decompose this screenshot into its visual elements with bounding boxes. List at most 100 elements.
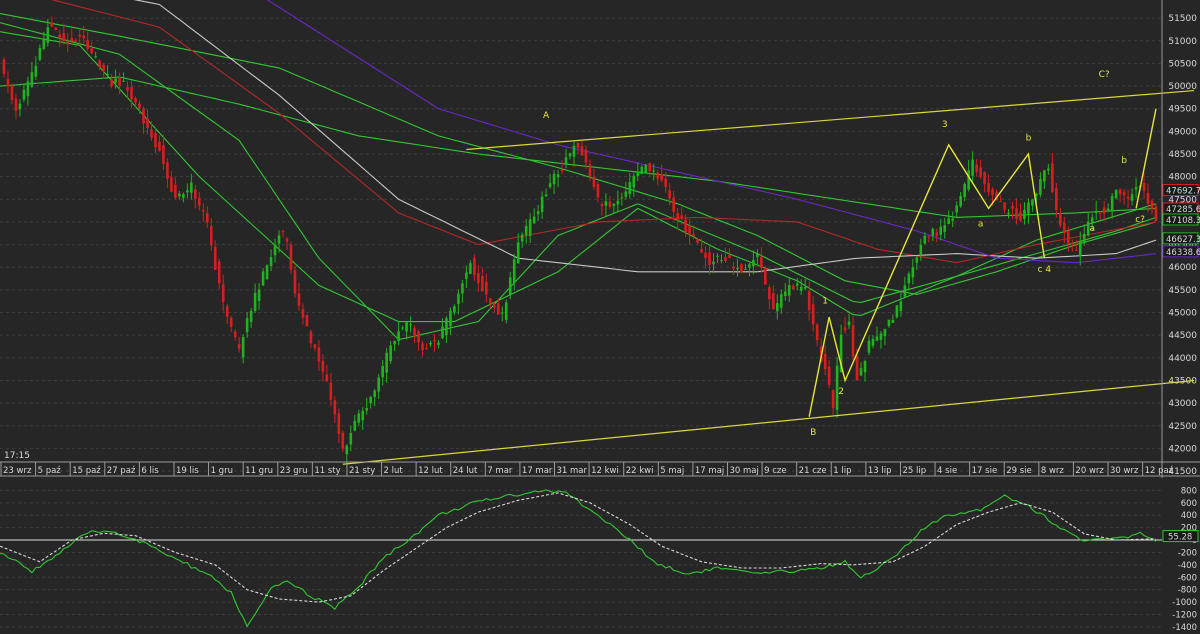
candle-down [162, 145, 165, 164]
x-axis-tick-label: 13 lip [868, 466, 892, 476]
candle-up [528, 219, 532, 236]
candle-down [688, 225, 691, 235]
candle-down [700, 248, 703, 253]
candle-down [596, 183, 600, 198]
candle-down [174, 184, 177, 198]
candle-up [1090, 217, 1094, 223]
candle-up [871, 338, 875, 346]
oscillator-panel[interactable]: 8006004002000-200-400-600-800-1000-1200-… [0, 478, 1200, 633]
candle-down [676, 213, 679, 220]
candle-down [62, 33, 66, 41]
candle-up [377, 377, 380, 392]
candle-down [86, 40, 89, 49]
candle-down [927, 236, 931, 238]
x-axis-tick-label: 27 paź [107, 466, 136, 476]
price-y-tick-label: 50000 [1168, 82, 1197, 92]
candle-down [126, 87, 129, 91]
osc-y-tick-label: -1000 [1172, 598, 1197, 608]
price-y-tick-label: 48500 [1168, 150, 1197, 160]
candle-up [385, 352, 388, 373]
candle-up [552, 173, 556, 185]
price-panel[interactable]: 51500 51000 50500 50000 49500 49000 48500 48000… [0, 0, 1200, 477]
osc-y-tick-label: -600 [1178, 573, 1197, 583]
price-label: 47108.34 [1166, 216, 1200, 226]
candle-down [205, 213, 209, 223]
candle-down [728, 254, 731, 258]
candle-up [640, 166, 644, 174]
candle-up [277, 235, 281, 244]
candle-up [720, 260, 723, 262]
candle-down [668, 190, 671, 199]
candle-down [807, 291, 811, 311]
candle-down [201, 209, 205, 212]
trendline-1 [342, 379, 1195, 465]
candle-up [453, 306, 456, 313]
candle-up [839, 334, 843, 373]
price-y-tick-label: 42500 [1168, 422, 1197, 432]
candle-up [273, 244, 277, 256]
candle-up [437, 342, 440, 345]
candle-down [98, 60, 101, 67]
candle-up [536, 211, 540, 215]
candle-down [1067, 231, 1070, 244]
x-axis-tick-label: 30 wrz [1110, 466, 1139, 476]
candle-down [843, 327, 847, 331]
candle-up [504, 302, 508, 320]
candle-up [1007, 212, 1010, 214]
candle-up [628, 182, 632, 194]
candle-down [740, 264, 743, 273]
candle-up [544, 194, 548, 197]
x-axis-tick-label: 25 lip [902, 466, 926, 476]
candle-up [895, 305, 899, 318]
candle-down [815, 324, 819, 341]
candle-up [457, 293, 460, 304]
candle-down [198, 197, 201, 206]
candle-down [1051, 163, 1054, 193]
candle-up [943, 225, 947, 232]
candle-down [692, 234, 695, 237]
candle-down [1059, 213, 1062, 226]
x-axis-tick-label: 29 sie [1006, 466, 1032, 476]
x-axis-tick-label: 11 gru [245, 466, 273, 476]
candle-down [823, 353, 827, 370]
candle-up [18, 103, 22, 110]
candle-down [305, 315, 309, 327]
candle-up [1039, 179, 1042, 195]
price-y-tick-label: 42000 [1168, 444, 1197, 454]
candle-down [150, 129, 153, 138]
candle-down [584, 149, 588, 163]
osc-y-tick-label: 800 [1181, 486, 1197, 496]
candle-down [1015, 208, 1018, 219]
candle-down [341, 432, 345, 449]
candle-up [644, 165, 648, 173]
candle-down [1150, 200, 1154, 210]
candle-down [732, 266, 735, 269]
candle-down [772, 293, 775, 310]
candle-down [477, 272, 480, 284]
candle-up [345, 445, 349, 455]
candle-up [369, 396, 373, 404]
candle-up [445, 318, 448, 336]
candle-down [70, 38, 74, 42]
candle-up [787, 285, 791, 296]
candle-down [6, 79, 10, 87]
candle-up [875, 336, 879, 341]
x-axis-tick-label: 23 gru [280, 466, 308, 476]
candle-up [939, 226, 943, 235]
candle-up [911, 267, 915, 278]
price-y-tick-label: 45500 [1168, 286, 1197, 296]
candle-down [194, 189, 197, 199]
candle-up [867, 340, 871, 353]
candle-down [421, 343, 424, 351]
candle-up [799, 286, 803, 291]
wave-label: b [1026, 133, 1032, 143]
candle-down [999, 201, 1002, 203]
candle-down [1146, 192, 1150, 204]
price-y-tick-label: 41500 [1168, 467, 1197, 477]
x-axis-tick-label: 1 lip [833, 466, 851, 476]
candle-up [863, 361, 867, 373]
candle-down [74, 40, 78, 42]
x-axis-tick-label: 17 maj [695, 466, 724, 476]
